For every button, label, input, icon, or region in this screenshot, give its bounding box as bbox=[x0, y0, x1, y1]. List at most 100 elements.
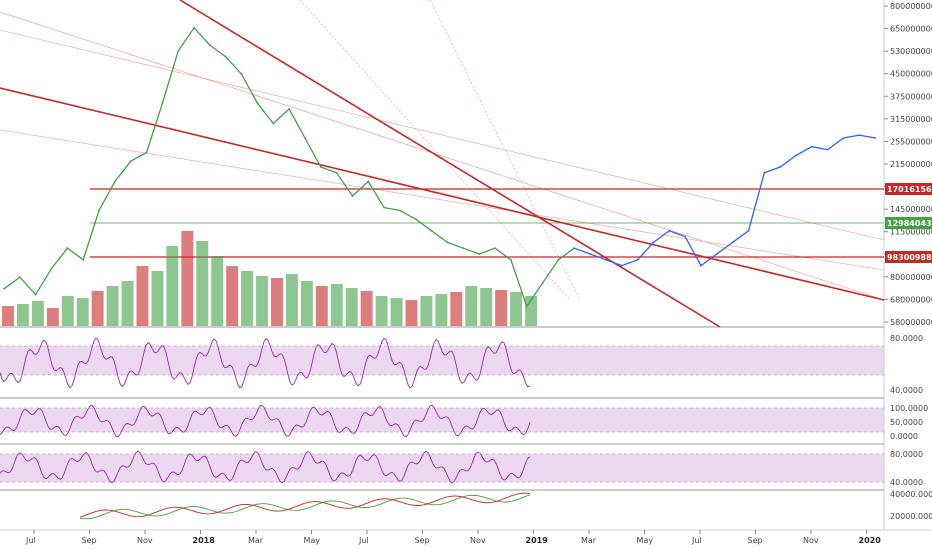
time-axis: Jul Sep Nov 2018 Mar May Jul Sep Nov 2019 Mar May Ju… bbox=[25, 530, 881, 545]
price-series-point bbox=[18, 276, 21, 279]
price-tick-label: 6500000000000 bbox=[890, 25, 932, 34]
price-series-point bbox=[335, 171, 338, 174]
projection-series-point bbox=[731, 241, 734, 244]
price-series-point bbox=[145, 151, 148, 154]
price-series-point bbox=[98, 209, 100, 212]
volume-bar bbox=[495, 290, 508, 326]
volume-bar bbox=[46, 308, 59, 326]
projection-series-point bbox=[826, 148, 829, 151]
price-tick-label: 6800000000000 bbox=[890, 295, 932, 304]
price-series-point bbox=[66, 247, 69, 250]
projection-series-point bbox=[779, 166, 782, 168]
faint-trendline bbox=[0, 29, 885, 241]
price-series-point bbox=[240, 73, 243, 76]
volume-bar bbox=[151, 271, 164, 326]
price-series-point bbox=[161, 102, 164, 105]
rsi-pane[interactable] bbox=[0, 337, 884, 389]
projection-series-point bbox=[763, 171, 766, 174]
price-series-point bbox=[288, 108, 290, 110]
projection-series-point bbox=[810, 145, 813, 148]
projection-series-point bbox=[874, 137, 877, 139]
osc-tick-label: 0.0000 bbox=[890, 432, 918, 441]
osc-line bbox=[0, 404, 531, 438]
projection-series-point bbox=[795, 154, 797, 157]
projection-series-point bbox=[620, 264, 623, 267]
price-tick-label: 5800000000000 bbox=[890, 318, 932, 327]
time-tick-label: Nov bbox=[137, 536, 153, 545]
projection-series-point bbox=[858, 134, 861, 137]
price-badge bbox=[885, 251, 932, 263]
time-tick-label: 2019 bbox=[526, 536, 549, 545]
time-tick-label: Nov bbox=[470, 536, 486, 545]
volume-bar bbox=[76, 298, 89, 326]
price-badge bbox=[885, 217, 932, 229]
volume-bar bbox=[241, 271, 254, 326]
price-tick-label: 5300000000000 bbox=[890, 47, 932, 56]
time-tick-label: Sep bbox=[415, 536, 430, 545]
price-tick-label: 2550000000000 bbox=[890, 137, 932, 146]
projection-series bbox=[573, 134, 876, 267]
projection-series-point bbox=[747, 229, 750, 232]
price-badge-label: 129840435549 bbox=[887, 219, 932, 228]
volume-bar bbox=[2, 306, 14, 326]
osc-tick-label: 50.0000 bbox=[890, 418, 923, 427]
time-tick-label: Jul bbox=[358, 536, 369, 545]
price-series-point bbox=[224, 55, 227, 58]
volume-bar bbox=[181, 231, 194, 326]
price-series-point bbox=[209, 44, 211, 47]
volume-bar bbox=[91, 291, 104, 326]
price-series-point bbox=[478, 253, 481, 255]
stoch1-pane[interactable] bbox=[0, 404, 884, 438]
time-tick-label: Jul bbox=[25, 536, 36, 545]
volume-bar bbox=[330, 284, 343, 326]
projection-series-point bbox=[652, 241, 655, 244]
time-tick-label: Nov bbox=[803, 536, 819, 545]
volume-bar bbox=[226, 266, 239, 326]
osc-band bbox=[0, 408, 884, 432]
volume-bar bbox=[450, 292, 463, 326]
price-series-point bbox=[319, 166, 322, 168]
osc-tick-label: 80.0000 bbox=[890, 450, 923, 459]
price-tick-label: 2150000000000 bbox=[890, 160, 932, 169]
price-tick-label: 1150000000000 bbox=[890, 228, 932, 237]
volume-bar bbox=[196, 241, 209, 326]
volume-bar bbox=[525, 296, 538, 326]
main-pane[interactable] bbox=[0, 0, 885, 328]
projection-series-point bbox=[636, 258, 639, 261]
bottom-pane[interactable] bbox=[79, 492, 531, 520]
osc-line bbox=[0, 450, 531, 484]
stoch2-pane[interactable] bbox=[0, 450, 884, 484]
osc-tick-label: 80.0000 bbox=[890, 334, 923, 343]
volume-bar bbox=[420, 296, 433, 326]
volume-bar bbox=[256, 276, 269, 326]
price-series-point bbox=[510, 258, 512, 261]
bottom-series bbox=[79, 494, 531, 520]
time-tick-label: Mar bbox=[581, 536, 597, 545]
faint-trendline bbox=[299, 0, 571, 301]
price-series-point bbox=[351, 195, 354, 197]
volume-bar bbox=[285, 274, 298, 326]
faint-trendline bbox=[0, 129, 885, 271]
volume-bar bbox=[16, 304, 29, 326]
price-series-point bbox=[367, 180, 370, 183]
volume-bar bbox=[510, 292, 523, 326]
price-series-point bbox=[541, 282, 544, 284]
volume-bar bbox=[31, 301, 44, 326]
volume-bar bbox=[465, 286, 478, 326]
price-series-point bbox=[129, 160, 132, 163]
osc-tick-label: 40.0000 bbox=[890, 478, 923, 487]
osc-band bbox=[0, 454, 884, 482]
price-series-point bbox=[82, 258, 85, 261]
time-tick-label: May bbox=[304, 536, 321, 545]
price-series-point bbox=[446, 241, 449, 244]
volume-bar bbox=[345, 288, 358, 326]
time-tick-label: Mar bbox=[248, 536, 264, 545]
price-series-point bbox=[462, 247, 465, 250]
major-trendline bbox=[0, 87, 885, 301]
price-series-point bbox=[557, 258, 560, 261]
price-tick-label: 3750000000000 bbox=[890, 92, 932, 101]
price-series-point bbox=[193, 26, 196, 29]
osc-tick-label: 40.0000 bbox=[890, 386, 923, 395]
price-series-point bbox=[399, 209, 401, 212]
